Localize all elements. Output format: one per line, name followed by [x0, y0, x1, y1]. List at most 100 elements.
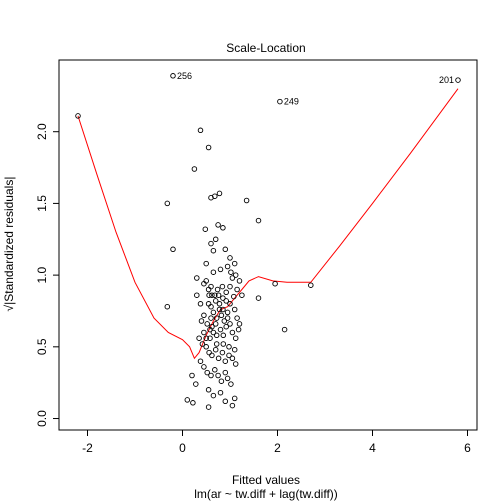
data-point: [234, 286, 240, 293]
y-tick-label: 2.0: [35, 123, 49, 140]
data-point: [223, 289, 229, 296]
data-point: [193, 381, 199, 387]
data-point: [223, 298, 229, 304]
x-axis: -2 0 2 4 6: [82, 430, 471, 455]
data-point: [205, 404, 212, 410]
data-point: [231, 346, 238, 353]
point-label: 256: [177, 71, 192, 81]
data-point: [239, 292, 245, 298]
x-tick-label: -2: [82, 441, 93, 455]
data-point: [226, 344, 232, 350]
data-point: [218, 378, 225, 384]
y-tick-label: 1.5: [35, 195, 49, 212]
data-point: [222, 246, 229, 253]
data-point: [236, 321, 243, 327]
data-point: [232, 272, 239, 278]
x-axis-sublabel: lm(ar ~ tw.diff + lag(tw.diff)): [194, 487, 338, 501]
data-point: [75, 113, 81, 119]
data-point: [203, 260, 209, 267]
data-point: [216, 306, 223, 313]
data-point: [455, 77, 461, 83]
data-point: [231, 260, 238, 267]
y-tick-label: 0.5: [35, 338, 49, 355]
data-point: [255, 217, 262, 224]
data-point: [194, 275, 200, 281]
data-point: [212, 292, 218, 298]
data-point: [209, 292, 215, 298]
data-point: [205, 387, 212, 393]
data-point: [228, 381, 234, 387]
data-point: [221, 318, 228, 324]
data-point: [197, 358, 204, 364]
data-point: [217, 389, 224, 396]
x-tick-label: 4: [369, 441, 376, 455]
data-point: [196, 335, 202, 341]
x-tick-label: 0: [179, 441, 186, 455]
data-point: [218, 312, 225, 319]
data-point: [215, 292, 222, 298]
data-point: [210, 309, 217, 316]
data-point: [212, 367, 218, 373]
data-point: [213, 315, 220, 321]
data-point: [164, 303, 171, 310]
data-point: [212, 236, 219, 243]
data-point: [197, 301, 204, 307]
data-point: [215, 355, 222, 362]
data-point: [220, 295, 226, 301]
data-point: [209, 323, 215, 330]
data-point: [227, 255, 233, 261]
data-point: [229, 402, 236, 409]
data-point: [203, 278, 209, 284]
plot-frame: [58, 59, 478, 431]
data-point: [208, 283, 214, 290]
data-point: [227, 321, 233, 327]
data-point: [208, 303, 214, 310]
point-label: 201: [439, 75, 454, 85]
data-point: [229, 355, 236, 362]
data-point: [215, 372, 221, 379]
data-point: [228, 269, 234, 275]
data-point: [255, 295, 262, 301]
data-point: [194, 292, 200, 298]
data-point: [235, 326, 242, 333]
y-axis: 0.0 0.5 1.0 1.5 2.0: [35, 123, 59, 427]
data-point: [203, 335, 209, 341]
chart-title: Scale-Location: [226, 41, 305, 55]
data-point: [202, 226, 209, 232]
data-point: [197, 127, 204, 134]
data-point: [208, 372, 214, 379]
data-point: [206, 292, 212, 298]
data-point: [212, 193, 218, 199]
data-point: [227, 301, 233, 307]
data-point: [210, 329, 217, 336]
data-point: [222, 369, 229, 376]
data-point: [190, 400, 196, 406]
data-point: [224, 263, 231, 270]
data-point: [201, 312, 207, 319]
data-point: [205, 144, 212, 151]
point-labels: 256 249 201: [177, 71, 454, 107]
data-point: [243, 197, 250, 204]
data-point: [203, 344, 209, 350]
data-point: [217, 326, 224, 333]
data-point: [232, 361, 239, 367]
data-point: [210, 392, 217, 399]
data-point: [224, 309, 231, 316]
data-point: [219, 283, 226, 290]
data-points: [75, 73, 461, 410]
y-tick-label: 1.0: [35, 266, 49, 283]
data-point: [189, 372, 195, 379]
data-point: [201, 364, 207, 370]
data-point: [210, 269, 217, 275]
data-point: [170, 73, 176, 79]
data-point: [208, 315, 214, 321]
data-point: [227, 283, 233, 290]
data-point: [232, 335, 239, 341]
y-tick-label: 0.0: [35, 410, 49, 427]
data-point: [229, 329, 236, 336]
data-point: [277, 98, 283, 105]
data-point: [214, 286, 221, 293]
data-point: [206, 349, 212, 356]
point-label: 249: [284, 97, 299, 107]
data-point: [231, 306, 238, 313]
